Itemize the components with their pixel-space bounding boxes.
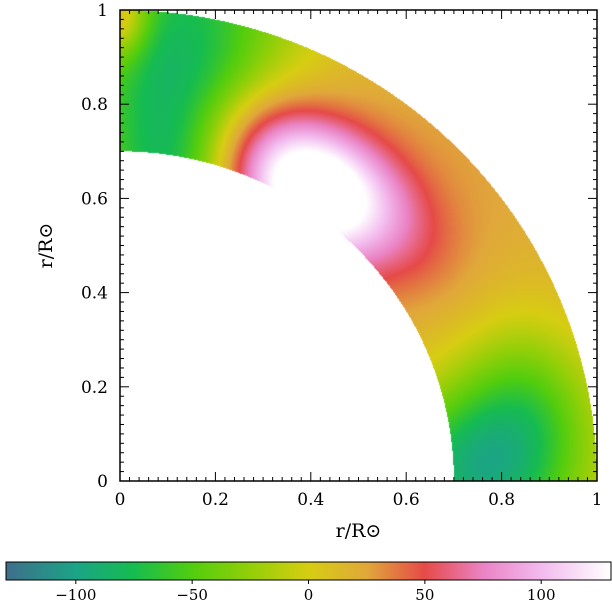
x-tick-label: 0: [115, 490, 126, 510]
y-tick-label: 0: [97, 472, 108, 492]
y-tick-label: 1: [97, 1, 108, 21]
x-tick-label: 0.6: [393, 490, 420, 510]
colorbar-tick-label: 0: [304, 586, 314, 602]
field-heatmap: [120, 10, 597, 481]
colorbar-bar: [5, 561, 612, 581]
y-tick-label: 0.4: [81, 284, 108, 304]
y-tick-label: 0.2: [81, 378, 108, 398]
plot-area: [120, 10, 597, 481]
x-tick-label: 0.2: [202, 490, 229, 510]
colorbar: −100 −50 0 50 100: [5, 561, 612, 602]
x-tick-label: 1: [592, 490, 603, 510]
x-tick-label: 0.8: [488, 490, 515, 510]
colorbar-tick-label: −100: [55, 586, 96, 602]
colorbar-tick-label: 100: [527, 586, 556, 602]
x-tick-label: 0.4: [297, 490, 324, 510]
x-axis-label: r/R⊙: [336, 520, 382, 542]
y-axis-ticks: 0 0.2 0.4 0.6 0.8 1: [81, 1, 597, 492]
x-axis-ticks: 0 0.2 0.4 0.6 0.8 1: [115, 10, 603, 510]
colorbar-tick-label: −50: [176, 586, 208, 602]
y-tick-label: 0.6: [81, 189, 108, 209]
y-tick-label: 0.8: [81, 95, 108, 115]
y-axis-label: r/R⊙: [35, 223, 57, 269]
colorbar-ticks: −100 −50 0 50 100: [55, 580, 556, 602]
colorbar-tick-label: 50: [415, 586, 434, 602]
